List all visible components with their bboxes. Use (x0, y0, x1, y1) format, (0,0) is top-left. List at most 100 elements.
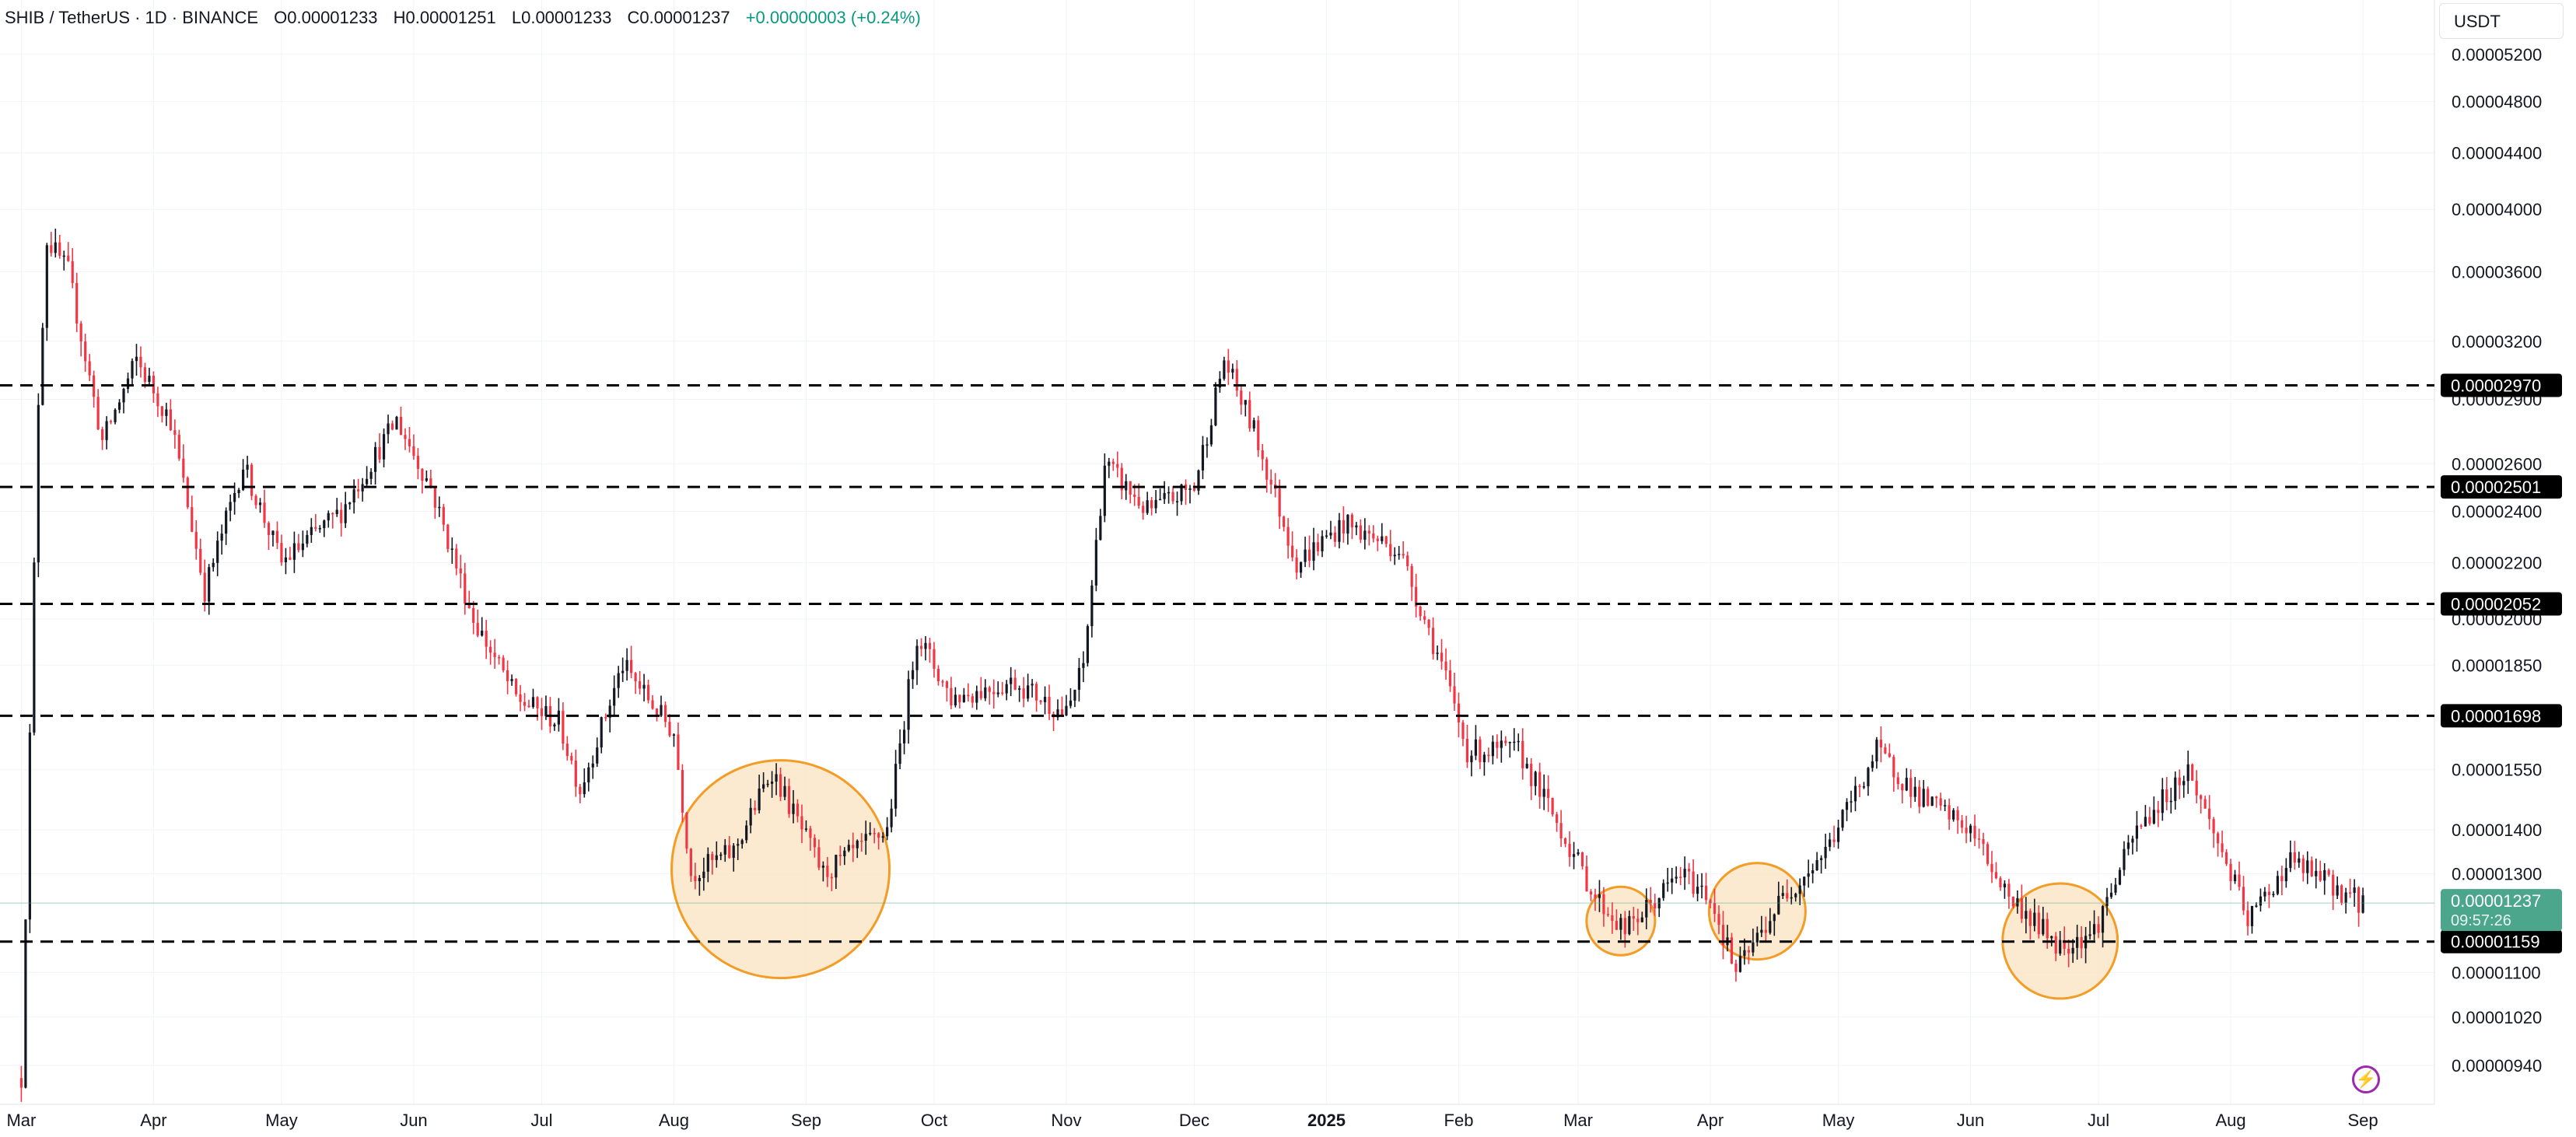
candle-body (1871, 761, 1874, 768)
x-tick-label[interactable]: Jun (400, 1111, 427, 1130)
currency-unit-button[interactable]: USDT (2439, 3, 2564, 39)
candle-body (348, 502, 352, 505)
candle-body (1666, 882, 1669, 884)
candle-body (1453, 686, 1456, 704)
candle-body (2131, 838, 2134, 843)
candle-body (967, 694, 970, 697)
candle-body (770, 781, 774, 784)
candle-body (41, 327, 44, 405)
x-tick-label[interactable]: Jul (2088, 1111, 2109, 1130)
x-tick-label[interactable]: Jun (1957, 1111, 1984, 1130)
candle-body (1884, 747, 1887, 754)
lightning-icon[interactable]: ⚡ (2352, 1065, 2380, 1093)
x-tick-label[interactable]: May (265, 1111, 298, 1130)
y-tick-label: 0.00000940 (2452, 1056, 2542, 1076)
x-tick-label[interactable]: Aug (659, 1111, 689, 1130)
candle-body (1355, 525, 1358, 528)
horizontal-levels[interactable] (0, 383, 2434, 943)
candle-body (2109, 892, 2113, 897)
candle-body (2208, 808, 2211, 820)
candle-body (1094, 540, 1097, 586)
candle-body (1948, 805, 1951, 820)
candle-body (323, 520, 326, 529)
candle-body (915, 645, 919, 670)
candle-body (1372, 533, 1375, 539)
candle-body (1623, 918, 1626, 935)
candle-body (894, 764, 898, 809)
candle-body (1398, 554, 1401, 555)
candle-body (75, 282, 79, 324)
y-tick-label: 0.00001300 (2452, 864, 2542, 883)
candle-body (1764, 929, 1767, 933)
candle-body (1986, 844, 1990, 864)
candle-body (366, 478, 369, 485)
candle-body (996, 692, 999, 694)
candle-body (2076, 936, 2079, 948)
price-axis-labels: 0.00002970 0.00002501 0.00002052 0.00001698… (0, 373, 2562, 953)
candle-body (1482, 754, 1486, 763)
y-tick-label: 0.00002400 (2452, 502, 2542, 521)
candle-body (523, 701, 527, 706)
candle-body (1755, 932, 1759, 943)
x-tick-label[interactable]: Dec (1179, 1111, 1209, 1130)
candle-body (2059, 939, 2062, 954)
x-tick-label[interactable]: Apr (1697, 1111, 1724, 1130)
candle-body (1547, 789, 1550, 799)
candle-body (1257, 420, 1260, 450)
x-tick-label[interactable]: Feb (1444, 1111, 1474, 1130)
candle-body (2332, 874, 2335, 896)
candle-body (1577, 852, 1580, 855)
x-tick-label[interactable]: Oct (921, 1111, 947, 1130)
x-tick-label[interactable]: Mar (1563, 1111, 1593, 1130)
x-tick-label[interactable]: Aug (2215, 1111, 2245, 1130)
candle-body (1556, 814, 1559, 824)
candle-body (1935, 796, 1938, 799)
x-tick-label[interactable]: May (1822, 1111, 1855, 1130)
candle-body (766, 783, 769, 785)
x-tick-label[interactable]: 2025 (1307, 1111, 1346, 1130)
candle-body (229, 502, 232, 511)
x-tick-label[interactable]: Nov (1051, 1111, 1081, 1130)
candle-body (194, 531, 198, 549)
symbol-title[interactable]: SHIB / TetherUS · 1D · BINANCE (5, 8, 259, 27)
x-tick-label[interactable]: Jul (530, 1111, 552, 1130)
candle-body (301, 543, 304, 551)
candle-body (536, 697, 539, 708)
candle-body (2340, 885, 2343, 903)
candle-body (399, 417, 403, 436)
x-tick-label[interactable]: Mar (6, 1111, 36, 1130)
y-tick-label: 0.00003200 (2452, 332, 2542, 352)
candle-body (813, 838, 817, 848)
candle-body (1342, 520, 1346, 534)
candle-body (1525, 764, 1528, 768)
candle-body (429, 478, 432, 488)
candle-body (476, 622, 479, 636)
x-tick-label[interactable]: Apr (140, 1111, 166, 1130)
candle-body (711, 854, 714, 860)
level-price-tag (2441, 592, 2562, 616)
candle-body (28, 732, 31, 920)
candle-body (1137, 496, 1140, 506)
level-price-tag (2441, 373, 2562, 397)
candle-body (1850, 801, 1853, 803)
candle-body (890, 808, 893, 827)
candle-body (1278, 488, 1281, 517)
candle-body (1034, 684, 1038, 701)
x-tick-label[interactable]: Sep (2347, 1111, 2378, 1130)
candle-body (1853, 785, 1857, 802)
candle-body (1994, 872, 1998, 879)
time-axis[interactable]: Mar Apr May Jun Jul Aug Sep Oct Nov Dec 2025 Feb Mar… (6, 1111, 2378, 1130)
candle-body (105, 421, 108, 440)
candle-body (2186, 764, 2189, 782)
candle-body (289, 557, 292, 560)
candle-body (775, 774, 778, 782)
candle-body (1563, 838, 1567, 845)
candle-body (455, 548, 458, 568)
candle-body (2020, 897, 2023, 919)
candle-body (173, 430, 177, 436)
candle-body (902, 729, 906, 743)
candle-body (2212, 819, 2215, 834)
candle-body (2276, 876, 2279, 894)
x-tick-label[interactable]: Sep (791, 1111, 821, 1130)
